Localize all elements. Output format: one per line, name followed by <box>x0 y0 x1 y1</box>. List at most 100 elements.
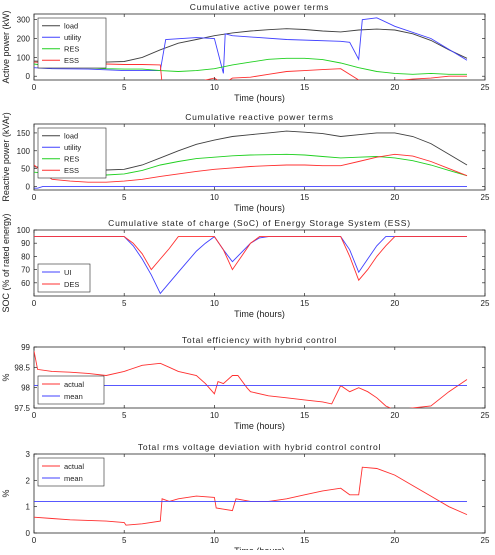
series-line-ess <box>34 61 467 80</box>
x-tick-label: 0 <box>32 411 37 420</box>
chart-3: 0 5 10 15 20 25 60 70 80 90 100 Cumulative state of… <box>1 213 490 319</box>
plot-area <box>33 123 486 191</box>
y-axis-label: Active power (kW) <box>1 10 11 83</box>
x-tick-label: 5 <box>122 536 127 545</box>
chart-5: 0 5 10 15 20 25 0 1 2 3 Total rms voltage deviatio… <box>1 442 490 555</box>
y-tick-label: 0 <box>26 182 31 191</box>
legend-label-actual: actual <box>64 462 84 471</box>
legend-label-load: load <box>64 132 78 141</box>
y-tick-label: 90 <box>21 239 30 248</box>
x-tick-label: 15 <box>300 83 309 92</box>
chart-1: 0 5 10 15 20 25 0 100 200 300 Cumulative active po… <box>1 2 490 103</box>
y-tick-label: 200 <box>17 35 31 44</box>
series-line-utility <box>34 185 467 189</box>
legend-label-mean: mean <box>64 474 83 483</box>
x-axis-label: Time (hours) <box>234 546 285 550</box>
legend-label-mean: mean <box>64 392 83 401</box>
x-tick-label: 25 <box>481 83 490 92</box>
x-tick-label: 10 <box>210 411 219 420</box>
chart-title: Total efficiency with hybrid control <box>182 335 337 345</box>
legend-box <box>37 127 107 179</box>
legend-label-des: DES <box>64 280 79 289</box>
x-tick-label: 5 <box>122 193 127 202</box>
chart-title: Cumulative reactive power terms <box>185 112 334 122</box>
x-tick-label: 0 <box>32 193 37 202</box>
y-axis-label: SOC (% of rated energy) <box>1 213 11 312</box>
legend-box <box>37 263 91 293</box>
x-axis-label: Time (hours) <box>234 203 285 213</box>
x-tick-label: 0 <box>32 299 37 308</box>
x-tick-label: 10 <box>210 536 219 545</box>
x-tick-label: 5 <box>122 299 127 308</box>
y-tick-label: 3 <box>26 450 31 459</box>
y-tick-label: 70 <box>21 266 30 275</box>
legend-label-res: RES <box>64 45 79 54</box>
plot-area <box>33 229 486 297</box>
x-tick-label: 10 <box>210 193 219 202</box>
series-line-ess <box>34 153 468 183</box>
chart-4: 0 5 10 15 20 25 97.5 98 98.5 99 Total efficiency w… <box>1 335 490 431</box>
series-line-res <box>34 57 467 75</box>
legend-label-ess: ESS <box>64 166 79 175</box>
y-axis-label: % <box>1 489 11 497</box>
x-tick-label: 10 <box>210 83 219 92</box>
y-tick-label: 99 <box>21 343 30 352</box>
x-tick-label: 15 <box>300 299 309 308</box>
x-tick-label: 20 <box>390 411 399 420</box>
legend-label-ui: UI <box>64 268 72 277</box>
legend-box <box>37 457 105 487</box>
x-tick-label: 25 <box>481 193 490 202</box>
x-tick-label: 25 <box>481 411 490 420</box>
y-tick-label: 50 <box>21 165 30 174</box>
legend-label-utility: utility <box>64 143 81 152</box>
y-tick-label: 100 <box>17 147 31 156</box>
legend-label-utility: utility <box>64 33 81 42</box>
plot-area <box>33 346 486 409</box>
x-tick-label: 15 <box>300 536 309 545</box>
legend-box <box>37 17 107 69</box>
y-tick-label: 2 <box>26 476 31 485</box>
legend: actual mean <box>37 375 105 405</box>
y-axis-label: % <box>1 373 11 381</box>
y-tick-label: 100 <box>17 53 31 62</box>
chart-title: Total rms voltage deviation with hybrid … <box>138 442 381 452</box>
chart-title: Cumulative active power terms <box>190 2 329 12</box>
x-tick-label: 5 <box>122 83 127 92</box>
chart-title: Cumulative state of charge (SoC) of Ener… <box>108 218 411 228</box>
x-tick-label: 25 <box>481 536 490 545</box>
x-axis-label: Time (hours) <box>234 309 285 319</box>
chart-2: 0 5 10 15 20 25 0 50 100 150 Cumulative reactive p… <box>1 112 490 213</box>
y-tick-label: 300 <box>17 16 31 25</box>
legend: UI DES <box>37 263 91 293</box>
y-tick-label: 0 <box>26 72 31 81</box>
y-tick-label: 0 <box>26 529 31 538</box>
legend: actual mean <box>37 457 105 487</box>
series-line-actual <box>34 351 468 408</box>
series-line-des <box>34 236 467 282</box>
y-axis-label: Reactive power (kVAr) <box>1 112 11 201</box>
y-tick-label: 98 <box>21 384 30 393</box>
x-tick-label: 15 <box>300 411 309 420</box>
series-line-utility <box>34 17 468 74</box>
x-axis-label: Time (hours) <box>234 93 285 103</box>
x-tick-label: 20 <box>390 299 399 308</box>
y-tick-label: 98.5 <box>14 363 30 372</box>
legend-label-actual: actual <box>64 380 84 389</box>
legend-box <box>37 375 105 405</box>
x-tick-label: 0 <box>32 83 37 92</box>
y-tick-label: 1 <box>26 503 31 512</box>
x-tick-label: 10 <box>210 299 219 308</box>
y-tick-label: 100 <box>17 226 31 235</box>
legend-label-res: RES <box>64 155 79 164</box>
x-axis-label: Time (hours) <box>234 421 285 431</box>
y-tick-label: 60 <box>21 279 30 288</box>
y-tick-label: 80 <box>21 252 30 261</box>
legend-label-load: load <box>64 22 78 31</box>
y-tick-label: 150 <box>17 129 31 138</box>
legend-label-ess: ESS <box>64 56 79 65</box>
plot-area <box>33 453 486 534</box>
series-line-actual <box>34 466 468 526</box>
legend: load utility RES ESS <box>37 127 107 179</box>
